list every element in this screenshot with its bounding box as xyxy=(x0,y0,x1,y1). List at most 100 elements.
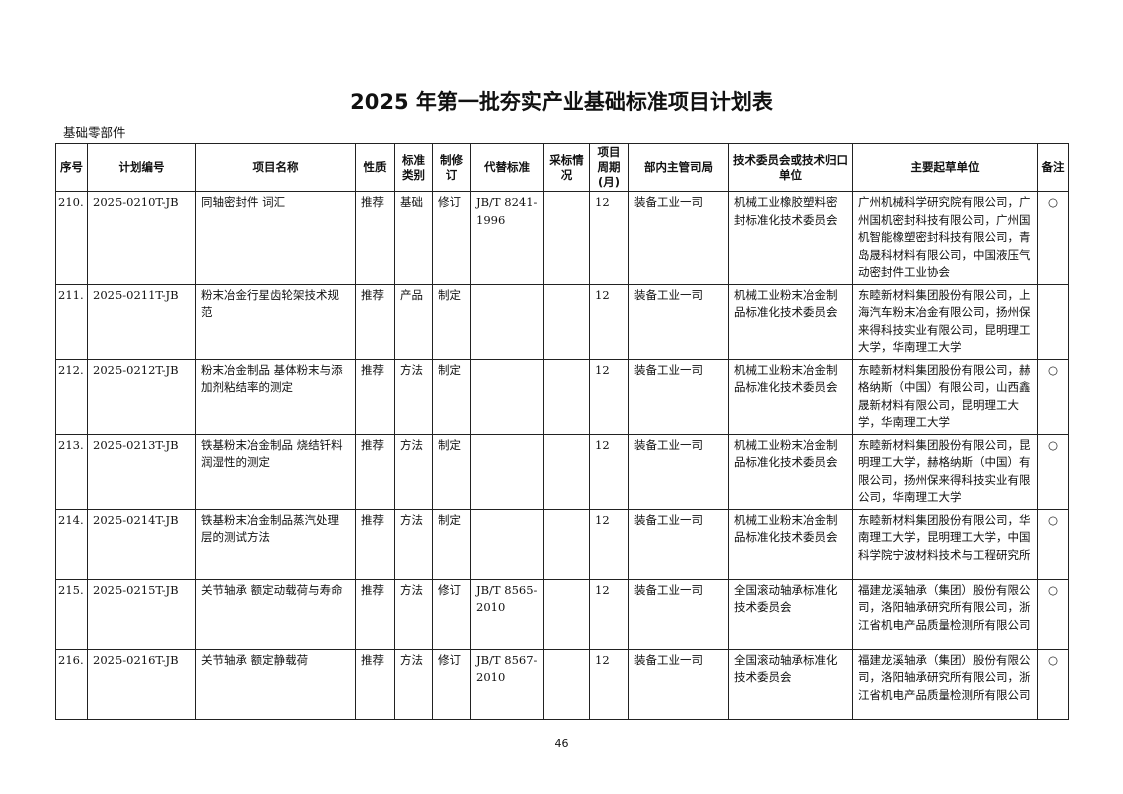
cell-drafters: 东睦新材料集团股份有限公司，赫格纳斯（中国）有限公司，山西鑫晟新材料有限公司，昆… xyxy=(852,358,1038,435)
cell-drafters: 福建龙溪轴承（集团）股份有限公司，洛阳轴承研究所有限公司，浙江省机电产品质量检测… xyxy=(852,578,1038,650)
cell-note: ○ xyxy=(1037,578,1069,650)
cell-nature: 推荐 xyxy=(355,578,395,650)
cell-plan-code: 2025-0214T-JB xyxy=(87,508,196,580)
cell-drafters: 东睦新材料集团股份有限公司，昆明理工大学，赫格纳斯（中国）有限公司，扬州保来得科… xyxy=(852,433,1038,510)
cell-drafters: 东睦新材料集团股份有限公司，上海汽车粉末冶金有限公司，扬州保来得科技实业有限公司… xyxy=(852,283,1038,360)
header-note: 备注 xyxy=(1037,143,1069,192)
cell-no: 216. xyxy=(55,648,88,720)
table-row: 216. 2025-0216T-JB 关节轴承 额定静载荷 推荐 方法 修订 JB/T 85… xyxy=(55,648,1069,720)
cell-department: 装备工业一司 xyxy=(628,578,729,650)
cell-nature: 推荐 xyxy=(355,191,395,285)
header-period: 项目周期(月) xyxy=(589,143,629,192)
cell-no: 215. xyxy=(55,578,88,650)
cell-revision-type: 制定 xyxy=(432,358,471,435)
page-number: 46 xyxy=(554,737,569,750)
cell-category: 基础 xyxy=(394,191,433,285)
cell-period: 12 xyxy=(589,283,629,360)
cell-nature: 推荐 xyxy=(355,283,395,360)
cell-note xyxy=(1037,283,1069,360)
cell-plan-code: 2025-0215T-JB xyxy=(87,578,196,650)
cell-plan-code: 2025-0210T-JB xyxy=(87,191,196,285)
cell-plan-code: 2025-0211T-JB xyxy=(87,283,196,360)
cell-project-name: 铁基粉末冶金制品蒸汽处理层的测试方法 xyxy=(195,508,356,580)
cell-adoption xyxy=(543,508,590,580)
table-row: 214. 2025-0214T-JB 铁基粉末冶金制品蒸汽处理层的测试方法 推荐 方法制… xyxy=(55,508,1069,580)
cell-no: 213. xyxy=(55,433,88,510)
cell-replaced-standard: JB/T 8565-2010 xyxy=(470,578,544,650)
cell-note: ○ xyxy=(1037,191,1069,285)
cell-period: 12 xyxy=(589,433,629,510)
cell-plan-code: 2025-0216T-JB xyxy=(87,648,196,720)
cell-category: 产品 xyxy=(394,283,433,360)
cell-project-name: 粉末冶金行星齿轮架技术规范 xyxy=(195,283,356,360)
cell-category: 方法 xyxy=(394,648,433,720)
cell-department: 装备工业一司 xyxy=(628,648,729,720)
cell-adoption xyxy=(543,191,590,285)
cell-committee: 机械工业粉末冶金制品标准化技术委员会 xyxy=(728,433,853,510)
header-department: 部内主管司局 xyxy=(628,143,729,192)
cell-no: 211. xyxy=(55,283,88,360)
cell-adoption xyxy=(543,648,590,720)
header-plan-code: 计划编号 xyxy=(87,143,196,192)
cell-revision-type: 修订 xyxy=(432,578,471,650)
cell-note: ○ xyxy=(1037,358,1069,435)
cell-nature: 推荐 xyxy=(355,433,395,510)
cell-department: 装备工业一司 xyxy=(628,191,729,285)
cell-committee: 机械工业粉末冶金制品标准化技术委员会 xyxy=(728,508,853,580)
header-no: 序号 xyxy=(55,143,88,192)
cell-period: 12 xyxy=(589,191,629,285)
table-row: 211. 2025-0211T-JB 粉末冶金行星齿轮架技术规范 推荐 产品 制定 12 装备… xyxy=(55,283,1069,360)
cell-nature: 推荐 xyxy=(355,648,395,720)
cell-note: ○ xyxy=(1037,648,1069,720)
cell-project-name: 同轴密封件 词汇 xyxy=(195,191,356,285)
cell-adoption xyxy=(543,433,590,510)
table-row: 215. 2025-0215T-JB 关节轴承 额定动载荷与寿命 推荐 方法 修订 JB/T… xyxy=(55,578,1069,650)
cell-project-name: 粉末冶金制品 基体粉末与添加剂粘结率的测定 xyxy=(195,358,356,435)
section-label: 基础零部件 xyxy=(63,125,126,140)
cell-period: 12 xyxy=(589,648,629,720)
header-nature: 性质 xyxy=(355,143,395,192)
cell-project-name: 关节轴承 额定动载荷与寿命 xyxy=(195,578,356,650)
header-committee: 技术委员会或技术归口单位 xyxy=(728,143,853,192)
cell-department: 装备工业一司 xyxy=(628,433,729,510)
cell-replaced-standard xyxy=(470,358,544,435)
cell-adoption xyxy=(543,283,590,360)
cell-revision-type: 制定 xyxy=(432,433,471,510)
cell-category: 方法 xyxy=(394,508,433,580)
cell-note: ○ xyxy=(1037,508,1069,580)
cell-revision-type: 制定 xyxy=(432,283,471,360)
cell-drafters: 东睦新材料集团股份有限公司，华南理工大学，昆明理工大学，中国科学院宁波材料技术与… xyxy=(852,508,1038,580)
cell-period: 12 xyxy=(589,508,629,580)
cell-category: 方法 xyxy=(394,433,433,510)
cell-no: 212. xyxy=(55,358,88,435)
header-category: 标准类别 xyxy=(394,143,433,192)
cell-department: 装备工业一司 xyxy=(628,358,729,435)
page-title: 2025 年第一批夯实产业基础标准项目计划表 xyxy=(350,90,773,114)
cell-note: ○ xyxy=(1037,433,1069,510)
cell-revision-type: 制定 xyxy=(432,508,471,580)
cell-period: 12 xyxy=(589,358,629,435)
cell-replaced-standard xyxy=(470,508,544,580)
cell-no: 210. xyxy=(55,191,88,285)
cell-committee: 机械工业粉末冶金制品标准化技术委员会 xyxy=(728,283,853,360)
cell-nature: 推荐 xyxy=(355,358,395,435)
cell-committee: 全国滚动轴承标准化技术委员会 xyxy=(728,578,853,650)
cell-replaced-standard: JB/T 8241-1996 xyxy=(470,191,544,285)
cell-plan-code: 2025-0213T-JB xyxy=(87,433,196,510)
cell-project-name: 关节轴承 额定静载荷 xyxy=(195,648,356,720)
table-row: 213. 2025-0213T-JB 铁基粉末冶金制品 烧结钎料润湿性的测定 推荐 方法… xyxy=(55,433,1069,510)
header-project-name: 项目名称 xyxy=(195,143,356,192)
cell-revision-type: 修订 xyxy=(432,648,471,720)
cell-adoption xyxy=(543,578,590,650)
cell-replaced-standard: JB/T 8567-2010 xyxy=(470,648,544,720)
table-row: 210. 2025-0210T-JB 同轴密封件 词汇 推荐 基础 修订 JB/T 8241… xyxy=(55,191,1069,285)
cell-revision-type: 修订 xyxy=(432,191,471,285)
cell-category: 方法 xyxy=(394,578,433,650)
cell-drafters: 福建龙溪轴承（集团）股份有限公司，洛阳轴承研究所有限公司，浙江省机电产品质量检测… xyxy=(852,648,1038,720)
header-revision-type: 制修订 xyxy=(432,143,471,192)
cell-period: 12 xyxy=(589,578,629,650)
header-replaced-standard: 代替标准 xyxy=(470,143,544,192)
cell-department: 装备工业一司 xyxy=(628,508,729,580)
header-adoption: 采标情况 xyxy=(543,143,590,192)
cell-plan-code: 2025-0212T-JB xyxy=(87,358,196,435)
